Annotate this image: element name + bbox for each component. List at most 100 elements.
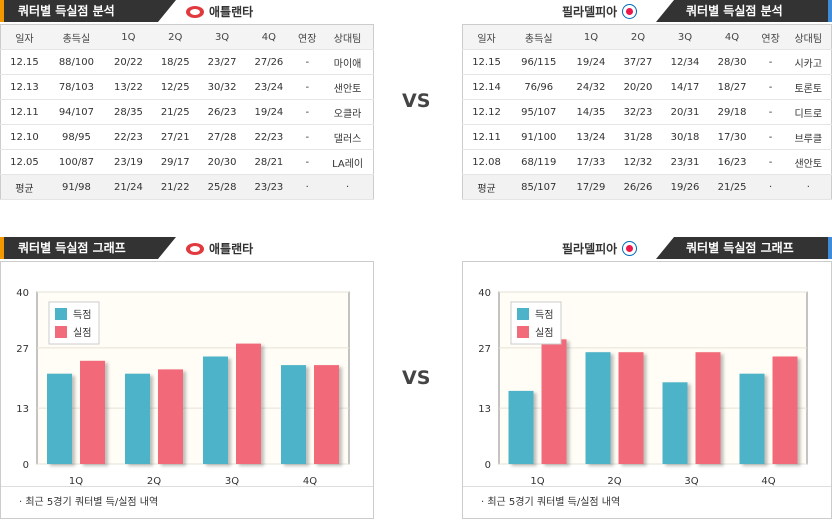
- table-cell: 21/24: [104, 174, 152, 200]
- column-header: 일자: [0, 24, 48, 50]
- table-cell: ·: [322, 174, 374, 200]
- table-row: 12.12 95/107 14/35 32/23 20/31 29/18- 디트로: [462, 99, 832, 125]
- table-cell: 27/21: [151, 124, 199, 150]
- column-header: 3Q: [661, 24, 709, 50]
- table-cell: -: [755, 149, 786, 175]
- phi-chart-box: 0 13 27 40 1Q 2Q 3Q 4Q 득점 실점 · 최근 5경기 쿼터별 득/실점 내역: [462, 261, 832, 519]
- table-cell: 88/100: [47, 49, 105, 75]
- legend-label: 득점: [535, 309, 553, 321]
- average-row: 평균 91/98 21/24 21/22 25/28 23/23 · ·: [0, 174, 374, 200]
- table-cell: -: [755, 49, 786, 75]
- y-tick-label: 13: [478, 404, 491, 415]
- table-cell: -: [292, 124, 323, 150]
- table-cell: 디트로: [785, 99, 832, 125]
- table-cell: -: [755, 99, 786, 125]
- table-row: 12.15 88/100 20/22 18/25 23/27 27/26- 마이애: [0, 49, 374, 75]
- table-cell: 30/18: [661, 124, 709, 150]
- table-cell: 12.10: [0, 124, 48, 150]
- column-header: 총득실: [47, 24, 105, 50]
- table-cell: ·: [292, 174, 323, 200]
- bar: [618, 352, 644, 464]
- table-row: 12.08 68/119 17/33 12/32 23/31 16/23- 샌안토: [462, 149, 832, 175]
- phi-team-label: 필라델피아: [562, 3, 638, 20]
- table-cell: 23/19: [104, 149, 152, 175]
- table-cell: -: [292, 149, 323, 175]
- bar: [203, 356, 228, 464]
- table-row: 12.14 76/96 24/32 20/20 14/17 18/27- 토론토: [462, 74, 832, 100]
- x-tick-label: 2Q: [147, 476, 161, 486]
- table-cell: 12.14: [462, 74, 511, 100]
- column-header: 2Q: [151, 24, 199, 50]
- table-cell: 평균: [462, 174, 511, 200]
- atl-team-label: 애틀랜타: [186, 3, 253, 20]
- table-cell: 30/32: [198, 74, 246, 100]
- table-row: 12.15 96/115 19/24 37/27 12/34 28/30- 시카고: [462, 49, 832, 75]
- table-cell: -: [292, 99, 323, 125]
- table-cell: 29/17: [151, 149, 199, 175]
- x-tick-label: 2Q: [607, 476, 621, 486]
- column-header: 1Q: [567, 24, 615, 50]
- phi-chart-note: · 최근 5경기 쿼터별 득/실점 내역: [463, 486, 831, 518]
- table-cell: 100/87: [47, 149, 105, 175]
- legend-label: 실점: [535, 327, 553, 339]
- bar: [695, 352, 721, 464]
- phi-graph-team-label: 필라델피아: [562, 240, 638, 257]
- table-cell: 13/22: [104, 74, 152, 100]
- table-cell: 19/24: [245, 99, 293, 125]
- x-tick-label: 3Q: [684, 476, 698, 486]
- legend-swatch: [517, 326, 529, 338]
- table-cell: 17/33: [567, 149, 615, 175]
- table-cell: 91/98: [47, 174, 105, 200]
- hawks-logo-icon: [186, 242, 204, 255]
- phi-analysis-tab[interactable]: 쿼터별 득실점 분석: [656, 0, 832, 22]
- table-cell: 18/27: [708, 74, 756, 100]
- legend-label: 득점: [73, 309, 91, 321]
- atl-analysis-tab[interactable]: 쿼터별 득실점 분석: [0, 0, 176, 22]
- phi-graph-tab[interactable]: 쿼터별 득실점 그래프: [656, 237, 832, 259]
- table-cell: 22/23: [245, 124, 293, 150]
- table-cell: 샌안토: [322, 74, 374, 100]
- bar: [125, 373, 150, 464]
- table-cell: 14/35: [567, 99, 615, 125]
- column-header: 연장: [755, 24, 786, 50]
- table-cell: 23/31: [661, 149, 709, 175]
- y-tick-label: 0: [23, 460, 29, 471]
- bar: [739, 373, 765, 464]
- phi-graph-team-name: 필라델피아: [562, 242, 618, 256]
- table-cell: -: [755, 74, 786, 100]
- table-cell: 24/32: [567, 74, 615, 100]
- table-cell: 댈러스: [322, 124, 374, 150]
- table-cell: 시카고: [785, 49, 832, 75]
- table-cell: 브루클: [785, 124, 832, 150]
- bar: [541, 339, 567, 464]
- atl-analysis-panel: 쿼터별 득실점 분석 애틀랜타 일자 총득실 1Q 2Q 3Q 4Q 연장 상대팀 12.15 8…: [0, 0, 374, 206]
- table-cell: 13/24: [567, 124, 615, 150]
- column-header: 4Q: [708, 24, 756, 50]
- atl-graph-panel: 쿼터별 득실점 그래프 애틀랜타 0 13 27 40 1Q 2Q 3Q 4Q 득점 실점 · 최…: [0, 237, 374, 523]
- vs-label-top: VS: [402, 90, 431, 112]
- bar: [80, 360, 105, 464]
- table-cell: 평균: [0, 174, 48, 200]
- table-cell: 28/21: [245, 149, 293, 175]
- table-cell: 94/107: [47, 99, 105, 125]
- table-cell: 27/26: [245, 49, 293, 75]
- table-row: 12.11 91/100 13/24 31/28 30/18 17/30- 브루클: [462, 124, 832, 150]
- table-cell: 91/100: [510, 124, 568, 150]
- column-header: 연장: [292, 24, 323, 50]
- table-cell: -: [292, 74, 323, 100]
- average-row: 평균 85/107 17/29 26/26 19/26 21/25 · ·: [462, 174, 832, 200]
- table-cell: 28/35: [104, 99, 152, 125]
- y-tick-label: 13: [16, 404, 29, 415]
- phi-analysis-panel: 필라델피아 쿼터별 득실점 분석 일자 총득실 1Q 2Q 3Q 4Q 연장 상대팀 12.15…: [462, 0, 832, 206]
- table-cell: 12.11: [462, 124, 511, 150]
- table-cell: 16/23: [708, 149, 756, 175]
- table-cell: 98/95: [47, 124, 105, 150]
- bar: [314, 365, 339, 464]
- legend-swatch: [55, 326, 67, 338]
- table-cell: 17/30: [708, 124, 756, 150]
- legend-swatch: [517, 308, 529, 320]
- phi-table: 일자 총득실 1Q 2Q 3Q 4Q 연장 상대팀 12.15 96/115 19/24 37/27 1…: [462, 24, 832, 200]
- atl-graph-tab[interactable]: 쿼터별 득실점 그래프: [0, 237, 176, 259]
